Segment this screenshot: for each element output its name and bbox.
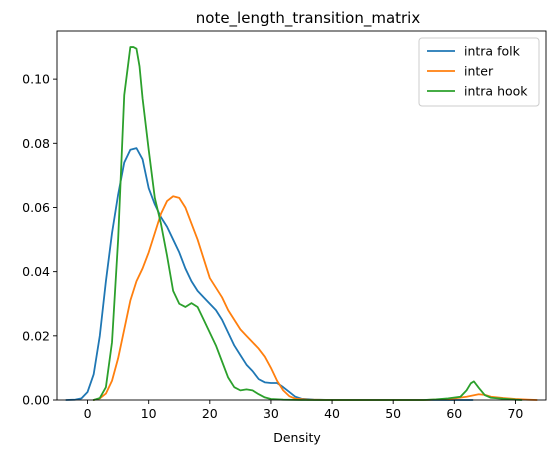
y-tick-label: 0.06	[22, 200, 50, 215]
y-axis: 0.00 0.02 0.04 0.06 0.08 0.10	[22, 72, 57, 408]
y-tick-label: 0.04	[22, 264, 50, 279]
series-line-intra-hook	[92, 46, 523, 401]
x-tick-label: 10	[141, 406, 157, 421]
legend-label-intra-hook: intra hook	[464, 84, 528, 99]
y-tick-label: 0.02	[22, 328, 50, 343]
x-tick-label: 0	[84, 406, 92, 421]
x-axis: 0 10 20 30 40 50 60 70	[84, 400, 523, 421]
legend: intra folk inter intra hook	[418, 37, 540, 107]
plot-frame	[56, 30, 547, 401]
x-axis-label: Density	[273, 430, 321, 445]
y-tick-label: 0.00	[22, 393, 50, 408]
x-tick-label: 40	[324, 406, 340, 421]
series-line-intra-folk	[65, 147, 474, 401]
x-tick-label: 20	[202, 406, 218, 421]
x-tick-label: 70	[507, 406, 523, 421]
y-tick-label: 0.08	[22, 136, 50, 151]
legend-label-intra-folk: intra folk	[464, 44, 521, 59]
plot-area	[56, 30, 547, 401]
legend-box	[418, 37, 540, 107]
x-tick-label: 60	[446, 406, 462, 421]
y-tick-label: 0.10	[22, 72, 50, 87]
x-tick-label: 50	[385, 406, 401, 421]
series-line-inter	[92, 195, 538, 401]
chart-title: note_length_transition_matrix	[196, 9, 421, 28]
legend-label-inter: inter	[464, 64, 494, 79]
x-tick-label: 30	[263, 406, 279, 421]
